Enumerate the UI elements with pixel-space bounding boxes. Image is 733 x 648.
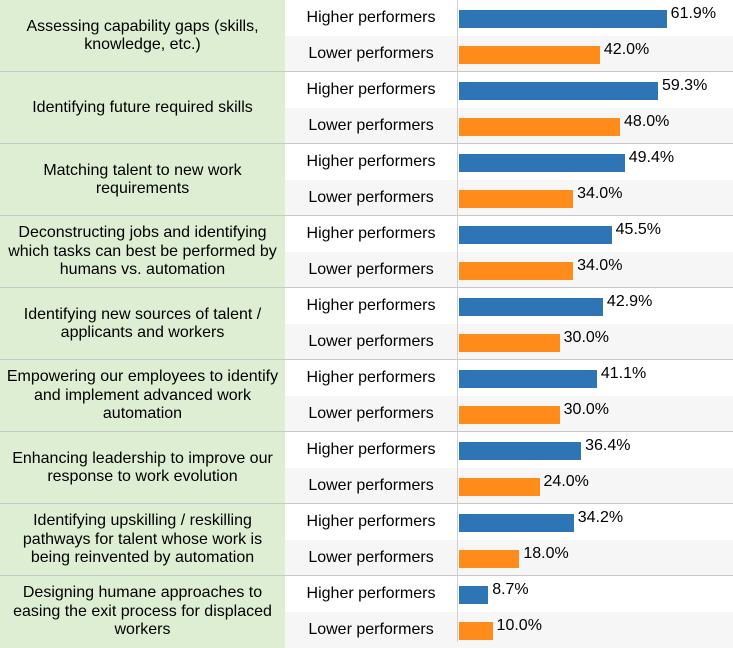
category-group: Matching talent to new work requirements…: [0, 144, 733, 216]
bar: [459, 585, 489, 604]
category-group: Identifying future required skills Higher…: [0, 72, 733, 144]
value-label: 10.0%: [496, 616, 542, 634]
series-row: Higher performers: [285, 0, 733, 36]
bar: [459, 81, 658, 100]
value-label: 18.0%: [523, 544, 569, 562]
series-row: Higher performers: [285, 360, 733, 396]
bar: [459, 153, 625, 172]
bar: [459, 9, 667, 28]
value-label: 34.0%: [577, 256, 623, 274]
value-label: 45.5%: [615, 220, 662, 238]
series-row: Lower performers: [285, 252, 733, 288]
series-label: Higher performers: [306, 297, 436, 314]
category-label: Empowering our employees to identify and…: [0, 360, 285, 432]
bar: [459, 513, 574, 532]
series-label: Lower performers: [308, 261, 434, 278]
series-row: Higher performers: [285, 144, 733, 180]
category-group: Assessing capability gaps (skills, knowl…: [0, 0, 733, 72]
bar: [459, 621, 493, 640]
category-label: Identifying new sources of talent / appl…: [0, 288, 285, 360]
row-separator: [0, 359, 733, 360]
category-group: Identifying upskilling / reskilling path…: [0, 504, 733, 576]
row-separator: [0, 215, 733, 216]
series-row: Higher performers: [285, 288, 733, 324]
series-row: Higher performers: [285, 216, 733, 252]
series-row: Higher performers: [285, 576, 733, 612]
bar: [459, 549, 520, 568]
bar: [459, 369, 597, 388]
series-label: Higher performers: [306, 369, 436, 386]
category-label: Identifying future required skills: [0, 72, 285, 144]
series-label: Higher performers: [306, 585, 436, 602]
value-label: 49.4%: [628, 148, 675, 166]
value-label: 24.0%: [543, 472, 589, 490]
bar: [459, 297, 603, 316]
row-separator: [0, 431, 733, 432]
bar: [459, 405, 560, 424]
category-group: Empowering our employees to identify and…: [0, 360, 733, 432]
series-label: Higher performers: [306, 513, 436, 530]
row-separator: [0, 503, 733, 504]
value-label: 59.3%: [661, 76, 708, 94]
axis-line: [457, 0, 458, 642]
bar: [459, 45, 600, 64]
series-label: Lower performers: [308, 333, 434, 350]
value-label: 30.0%: [563, 400, 610, 418]
row-separator: [0, 287, 733, 288]
category-group: Identifying new sources of talent / appl…: [0, 288, 733, 360]
series-label: Higher performers: [306, 153, 436, 170]
category-label: Identifying upskilling / reskilling path…: [0, 504, 285, 576]
series-row: Higher performers: [285, 432, 733, 468]
value-label: 30.0%: [563, 328, 610, 346]
bar: [459, 261, 574, 280]
category-label: Matching talent to new work requirements: [0, 144, 285, 216]
bar: [459, 225, 612, 244]
series-row: Higher performers: [285, 504, 733, 540]
series-label: Lower performers: [308, 405, 434, 422]
series-row: Higher performers: [285, 72, 733, 108]
category-group: Deconstructing jobs and identifying whic…: [0, 216, 733, 288]
series-label: Higher performers: [306, 9, 436, 26]
bar: [459, 441, 582, 460]
category-label: Enhancing leadership to improve our resp…: [0, 432, 285, 504]
row-separator: [0, 575, 733, 576]
bar: [459, 117, 621, 136]
series-label: Lower performers: [308, 189, 434, 206]
category-label: Designing humane approaches to easing th…: [0, 576, 285, 648]
value-label: 42.0%: [603, 40, 650, 58]
series-label: Lower performers: [308, 477, 434, 494]
series-label: Lower performers: [308, 117, 434, 134]
series-label: Lower performers: [308, 549, 434, 566]
bar: [459, 477, 540, 496]
series-label: Higher performers: [306, 441, 436, 458]
value-label: 41.1%: [600, 364, 647, 382]
category-label: Deconstructing jobs and identifying whic…: [0, 216, 285, 288]
row-separator: [0, 71, 733, 72]
value-label: 8.7%: [492, 580, 529, 598]
bar: [459, 189, 574, 208]
series-label: Higher performers: [306, 225, 436, 242]
value-label: 36.4%: [585, 436, 631, 454]
category-group: Enhancing leadership to improve our resp…: [0, 432, 733, 504]
value-label: 34.0%: [577, 184, 623, 202]
value-label: 48.0%: [624, 112, 670, 130]
value-label: 61.9%: [670, 4, 717, 22]
value-label: 42.9%: [606, 292, 653, 310]
value-label: 34.2%: [577, 508, 624, 526]
category-label: Assessing capability gaps (skills, knowl…: [0, 0, 285, 72]
category-group: Designing humane approaches to easing th…: [0, 576, 733, 648]
bar: [459, 333, 560, 352]
series-label: Higher performers: [306, 81, 436, 98]
row-separator: [0, 143, 733, 144]
series-label: Lower performers: [308, 45, 434, 62]
series-label: Lower performers: [308, 621, 434, 638]
